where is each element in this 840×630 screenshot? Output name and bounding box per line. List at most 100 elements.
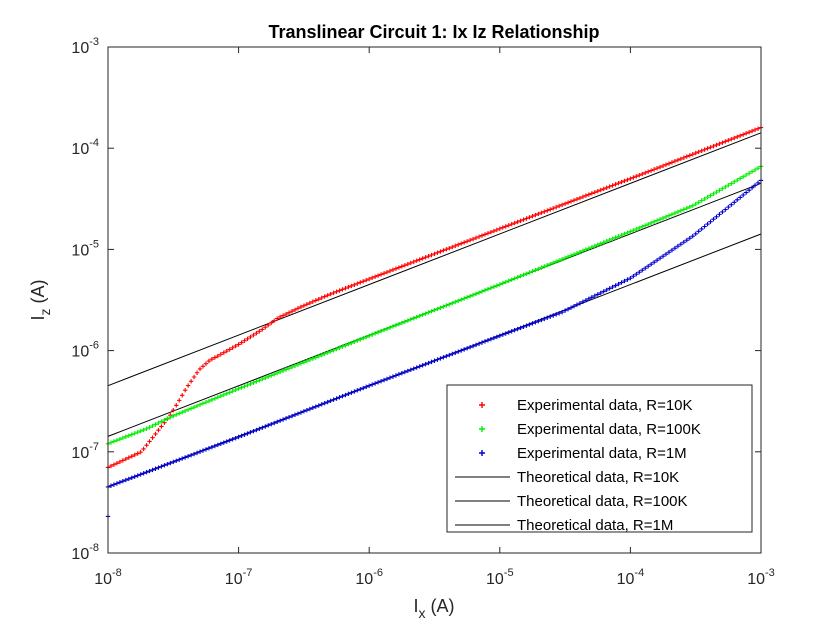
data-point bbox=[711, 191, 716, 196]
data-point bbox=[551, 313, 556, 318]
data-point bbox=[735, 134, 740, 140]
data-point bbox=[435, 250, 440, 255]
data-point bbox=[693, 201, 698, 207]
data-point bbox=[343, 286, 348, 291]
data-point bbox=[272, 318, 277, 323]
legend-marker bbox=[479, 450, 485, 456]
data-point bbox=[699, 148, 704, 153]
data-point bbox=[548, 261, 553, 267]
x-tick-label-base: 10 bbox=[486, 571, 504, 588]
data-point bbox=[524, 271, 529, 276]
data-point bbox=[453, 299, 458, 305]
data-point bbox=[640, 224, 645, 229]
data-point bbox=[307, 406, 313, 412]
data-point bbox=[141, 471, 146, 476]
data-point bbox=[705, 221, 710, 227]
data-point bbox=[669, 160, 675, 165]
data-point bbox=[527, 215, 532, 220]
data-point bbox=[263, 325, 268, 330]
y-tick-label-base: 10 bbox=[71, 242, 89, 259]
data-point bbox=[177, 457, 182, 462]
data-point bbox=[162, 463, 167, 468]
data-point bbox=[684, 205, 689, 211]
data-point bbox=[108, 440, 114, 445]
x-tick-label: 10-5 bbox=[486, 567, 514, 588]
data-point bbox=[227, 390, 232, 395]
data-point bbox=[512, 327, 517, 333]
data-point bbox=[491, 228, 497, 234]
y-tick-label-exp: -4 bbox=[89, 137, 99, 149]
data-point bbox=[657, 217, 663, 222]
data-point bbox=[663, 251, 669, 257]
data-point bbox=[289, 309, 295, 314]
data-point bbox=[634, 226, 639, 232]
data-point bbox=[289, 413, 295, 419]
data-point bbox=[191, 451, 197, 457]
data-point bbox=[381, 327, 387, 333]
y-axis-label-base: I bbox=[28, 315, 48, 320]
experimental-series-1 bbox=[105, 164, 764, 446]
data-point bbox=[467, 344, 473, 350]
data-point bbox=[622, 278, 627, 284]
data-point bbox=[417, 313, 422, 319]
data-point bbox=[203, 400, 209, 405]
data-point bbox=[126, 433, 131, 438]
data-point bbox=[197, 402, 203, 407]
data-point bbox=[393, 373, 399, 378]
data-point bbox=[752, 183, 758, 188]
y-tick-label-base: 10 bbox=[71, 40, 89, 57]
x-tick-label: 10-3 bbox=[747, 567, 775, 588]
data-point bbox=[628, 176, 633, 181]
data-point bbox=[375, 273, 381, 278]
data-point bbox=[607, 286, 612, 291]
data-point bbox=[447, 245, 452, 251]
data-point bbox=[272, 372, 277, 377]
data-point bbox=[168, 414, 173, 420]
experimental-series-0 bbox=[105, 125, 764, 470]
data-point bbox=[530, 321, 535, 326]
data-point bbox=[479, 340, 485, 345]
data-point bbox=[613, 283, 618, 288]
axes-box bbox=[107, 46, 762, 554]
data-point bbox=[464, 239, 470, 244]
data-point bbox=[568, 305, 574, 310]
y-tick-label: 10-3 bbox=[71, 36, 99, 57]
data-point bbox=[402, 369, 408, 375]
data-point bbox=[696, 149, 701, 155]
data-point bbox=[435, 306, 440, 312]
data-point bbox=[328, 398, 333, 404]
data-point bbox=[432, 307, 437, 313]
data-point bbox=[390, 374, 396, 379]
data-point bbox=[562, 201, 568, 206]
data-point bbox=[666, 213, 672, 218]
data-point bbox=[212, 443, 218, 449]
data-point bbox=[369, 275, 375, 281]
data-point bbox=[669, 247, 675, 253]
data-point bbox=[735, 197, 740, 203]
data-point bbox=[675, 157, 681, 163]
x-tick-label-exp: -5 bbox=[504, 567, 514, 579]
data-point bbox=[515, 326, 520, 332]
data-point bbox=[755, 180, 761, 186]
data-point bbox=[467, 293, 473, 299]
data-point bbox=[619, 280, 624, 285]
data-point bbox=[479, 233, 485, 238]
data-point bbox=[322, 400, 327, 406]
y-tick-label-base: 10 bbox=[71, 344, 89, 361]
data-point bbox=[135, 430, 140, 435]
data-point bbox=[494, 283, 500, 288]
data-point bbox=[678, 156, 684, 162]
data-point bbox=[239, 385, 244, 390]
data-point bbox=[755, 126, 761, 131]
data-point bbox=[687, 235, 692, 241]
data-point bbox=[135, 473, 140, 478]
data-point bbox=[120, 458, 126, 463]
data-point bbox=[156, 465, 161, 470]
data-point bbox=[414, 258, 419, 263]
data-point bbox=[444, 247, 449, 252]
data-point bbox=[473, 342, 479, 348]
data-point bbox=[180, 409, 185, 415]
data-point bbox=[553, 312, 559, 317]
data-point bbox=[545, 208, 550, 213]
data-point bbox=[352, 389, 357, 394]
